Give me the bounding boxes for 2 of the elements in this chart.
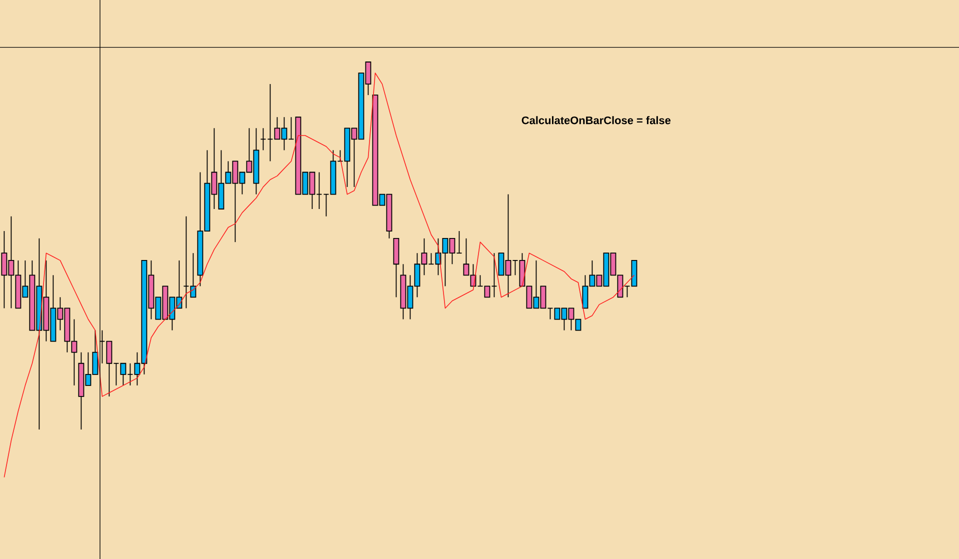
candlestick	[260, 128, 266, 151]
annotation: CalculateOnBarClose = false	[522, 116, 671, 124]
